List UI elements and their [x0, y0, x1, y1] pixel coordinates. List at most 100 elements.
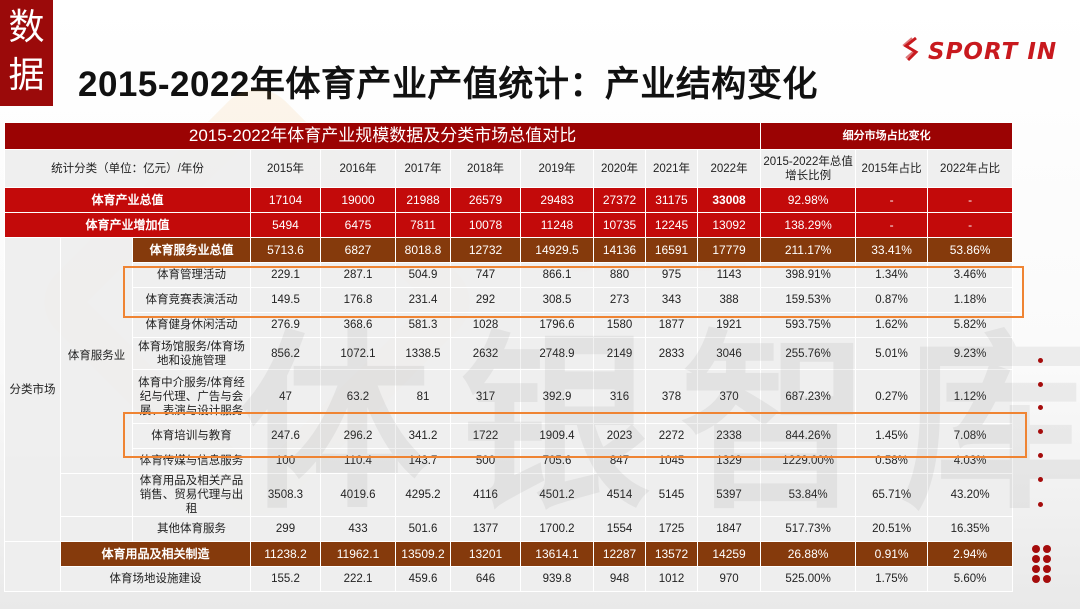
cell: 1580 [593, 312, 646, 338]
growth-cell: 92.98% [760, 187, 857, 213]
market-group-label: 分类市场 [4, 237, 61, 542]
cell: 273 [593, 287, 646, 313]
cell: 317 [450, 369, 521, 424]
share-cell: 1.12% [927, 369, 1014, 424]
cell: 1700.2 [520, 516, 594, 542]
cell: 17104 [250, 187, 321, 213]
cell: 2632 [450, 337, 521, 370]
cell: 14136 [593, 237, 646, 263]
share-cell: - [855, 212, 929, 238]
cell: 939.8 [520, 566, 594, 592]
growth-header: 2015-2022年总值增长比例 [760, 149, 857, 188]
cell: 1847 [696, 516, 762, 542]
cell: 975 [645, 262, 698, 288]
share-cell: 0.27% [855, 369, 929, 424]
dot-icon [1038, 502, 1043, 507]
dot-icon [1038, 405, 1043, 410]
cell: 504.9 [395, 262, 451, 288]
dot-icon [1032, 555, 1040, 563]
table-title: 2015-2022年体育产业规模数据及分类市场总值对比 [3, 122, 762, 150]
growth-cell: 1229.00% [760, 448, 857, 474]
row-label: 体育产业增加值 [4, 212, 251, 238]
table-row: 体育健身休闲活动 276.9 368.6 581.3 1028 1796.6 1… [5, 312, 1014, 338]
cell: 1028 [450, 312, 521, 338]
cell: 6475 [320, 212, 396, 238]
cell: 222.1 [320, 566, 396, 592]
dot-icon [1043, 575, 1051, 583]
growth-cell: 53.84% [760, 473, 857, 517]
cell: 1796.6 [520, 312, 594, 338]
year-header: 2020年 [593, 149, 646, 188]
cell: 5713.6 [250, 237, 321, 263]
share-cell: 16.35% [927, 516, 1014, 542]
cell: 705.6 [520, 448, 594, 474]
empty-cell [4, 541, 61, 592]
row-label: 体育产业总值 [4, 187, 251, 213]
growth-cell: 26.88% [760, 541, 857, 567]
row-label: 体育用品及相关产品销售、贸易代理与出租 [132, 473, 251, 517]
cell: 370 [696, 369, 762, 424]
cell: 433 [320, 516, 396, 542]
row-label: 体育竞赛表演活动 [132, 287, 251, 313]
logo: SPORT IN [902, 36, 1057, 68]
dot-icon [1043, 545, 1051, 553]
cell: 2149 [593, 337, 646, 370]
dot-icon [1038, 453, 1043, 458]
year-header: 2019年 [520, 149, 594, 188]
row-label: 体育管理活动 [132, 262, 251, 288]
share-cell: 5.82% [927, 312, 1014, 338]
dot-icon [1043, 555, 1051, 563]
row-label: 体育中介服务/体育经纪与代理、广告与会展、表演与设计服务 [132, 369, 251, 424]
share-cell: 4.03% [927, 448, 1014, 474]
cell: 747 [450, 262, 521, 288]
growth-cell: 398.91% [760, 262, 857, 288]
cell: 26579 [450, 187, 521, 213]
cell: 11962.1 [320, 541, 396, 567]
cell: 21988 [395, 187, 451, 213]
cell: 17779 [696, 237, 762, 263]
cell: 299 [250, 516, 321, 542]
share-cell: 43.20% [927, 473, 1014, 517]
share-cell: 53.86% [927, 237, 1014, 263]
table-row: 体育竞赛表演活动 149.5 176.8 231.4 292 308.5 273… [5, 287, 1014, 313]
year-header: 2018年 [450, 149, 521, 188]
cell: 276.9 [250, 312, 321, 338]
cell: 388 [696, 287, 762, 313]
dot-icon [1038, 477, 1043, 482]
cell: 10078 [450, 212, 521, 238]
cell: 1072.1 [320, 337, 396, 370]
row-label: 体育场馆服务/体育场地和设施管理 [132, 337, 251, 370]
cell: 63.2 [320, 369, 396, 424]
share-cell: 0.58% [855, 448, 929, 474]
section-tag: 数 据 [0, 0, 53, 106]
cell: 459.6 [395, 566, 451, 592]
share-cell: 5.01% [855, 337, 929, 370]
cell: 1329 [696, 448, 762, 474]
table-row: 体育传媒与信息服务 100 110.4 143.7 500 705.6 847 … [5, 448, 1014, 474]
dot-icon [1038, 382, 1043, 387]
share-cell: - [927, 187, 1014, 213]
dot-icon [1038, 358, 1043, 363]
share-cell: 1.34% [855, 262, 929, 288]
cell: 13509.2 [395, 541, 451, 567]
cell: 247.6 [250, 423, 321, 449]
share-cell: - [855, 187, 929, 213]
row-label: 其他体育服务 [132, 516, 251, 542]
share-change-title: 细分市场占比变化 [760, 122, 1014, 150]
cell: 13572 [645, 541, 698, 567]
cell: 10735 [593, 212, 646, 238]
cell: 33008 [696, 187, 762, 213]
cell: 5494 [250, 212, 321, 238]
cell: 13201 [450, 541, 521, 567]
cell: 1554 [593, 516, 646, 542]
dot-icon [1032, 565, 1040, 573]
growth-cell: 844.26% [760, 423, 857, 449]
table-row: 体育用品及相关产品销售、贸易代理与出租 3508.3 4019.6 4295.2… [5, 473, 1014, 517]
cell: 1338.5 [395, 337, 451, 370]
cell: 31175 [645, 187, 698, 213]
cell: 308.5 [520, 287, 594, 313]
table-row: 体育场地设施建设 155.2 222.1 459.6 646 939.8 948… [5, 566, 1014, 592]
share-cell: 3.46% [927, 262, 1014, 288]
cell: 847 [593, 448, 646, 474]
cell: 143.7 [395, 448, 451, 474]
